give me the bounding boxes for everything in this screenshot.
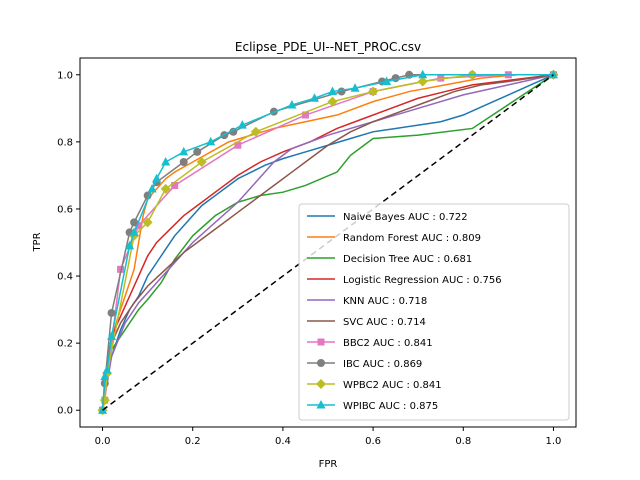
legend-entry: BBC2 AUC : 0.841 [307,338,433,349]
legend-label: WPIBC AUC : 0.875 [343,401,438,412]
series-point [309,93,319,102]
series-point [147,183,157,193]
y-tick-label: 0.8 [57,137,73,148]
plot-area [97,69,559,416]
series-point [234,141,242,149]
legend-marker [317,359,325,367]
series-point [350,83,360,92]
x-tick-label: 0.0 [95,436,111,447]
series-point [328,86,338,96]
y-tick-label: 0.2 [57,339,73,350]
series-point [417,76,428,87]
legend-label: WPBC2 AUC : 0.841 [343,380,442,391]
series-point [206,136,216,146]
legend-marker [316,379,326,389]
series-point [152,173,162,183]
series-point [193,147,202,156]
x-tick-label: 0.2 [185,436,201,447]
series-point [160,183,171,194]
series-point [368,86,379,97]
series-3 [101,74,554,411]
legend-entry: WPIBC AUC : 0.875 [307,400,438,412]
legend-label: Random Forest AUC : 0.809 [343,233,481,244]
series-point [327,96,338,107]
x-tick-label: 0.4 [275,436,291,447]
series-point [382,76,392,85]
legend: Naive Bayes AUC : 0.722 Random Forest AUC… [298,203,570,421]
series-point [301,111,309,119]
legend-label: SVC AUC : 0.714 [343,317,426,328]
series-4 [101,74,554,411]
series-point [161,156,171,166]
series-line [101,74,554,411]
legend-entry: Naive Bayes AUC : 0.722 [307,212,468,223]
axes: 0.0 0.2 0.4 0.6 0.8 1.0 0.0 0.2 0.4 0.6 0.8 1.0 [57,70,561,447]
series-point [171,181,179,189]
y-axis-label: TPR [32,232,43,252]
series-point [337,87,346,96]
legend-entry: IBC AUC : 0.869 [307,359,422,370]
series-point [287,99,297,109]
y-tick-label: 1.0 [57,70,73,81]
x-axis-label: FPR [319,459,338,470]
legend-entry: Logistic Regression AUC : 0.756 [307,275,502,286]
series-point [107,331,117,340]
legend-entry: SVC AUC : 0.714 [307,317,426,328]
x-tick-label: 1.0 [546,436,562,447]
legend-label: Decision Tree AUC : 0.681 [343,254,472,265]
series-point [99,395,110,406]
series-line [101,74,554,411]
x-tick-label: 0.8 [455,436,471,447]
series-point [179,157,188,166]
series-1 [101,74,554,411]
legend-marker [317,338,325,346]
legend-label: IBC AUC : 0.869 [343,359,422,370]
legend-box [298,203,570,421]
series-point [237,120,247,129]
legend-entry: Random Forest AUC : 0.809 [307,233,481,244]
series-point [100,371,110,381]
legend-label: Naive Bayes AUC : 0.722 [343,212,468,223]
legend-label: BBC2 AUC : 0.841 [343,338,433,349]
series-point [229,127,238,136]
series-point [418,69,428,79]
y-tick-label: 0.4 [57,272,73,283]
series-point [107,308,116,317]
series-point [142,217,153,228]
legend-label: KNN AUC : 0.718 [343,296,427,307]
legend-entry: KNN AUC : 0.718 [307,296,427,307]
legend-entry: Decision Tree AUC : 0.681 [307,254,472,265]
series-point [125,240,135,250]
series-point [196,156,207,167]
series-point [102,364,112,374]
series-9 [98,69,558,414]
series-point [437,74,445,82]
series-point [129,227,139,236]
series-line [101,74,554,411]
axes-frame [79,57,577,428]
series-5 [101,74,554,411]
series-point [135,222,143,230]
chart-title: Eclipse_PDE_UI--NET_PROC.csv [235,40,421,54]
legend-entry: WPBC2 AUC : 0.841 [307,379,442,391]
x-tick-label: 0.6 [365,436,381,447]
legend-marker [316,400,326,409]
y-tick-label: 0.0 [57,406,73,417]
legend-label: Logistic Regression AUC : 0.756 [343,275,502,286]
series-point [548,69,558,79]
series-point [250,126,261,137]
y-tick-label: 0.6 [57,204,73,215]
series-line [101,74,554,411]
series-point [179,146,189,156]
series-point [130,218,139,227]
